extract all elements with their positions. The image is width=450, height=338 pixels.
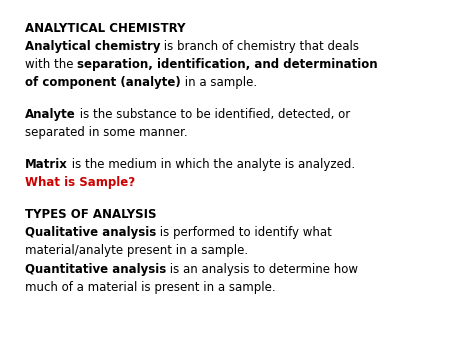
Text: is performed to identify what: is performed to identify what [156,226,332,239]
Text: is the medium in which the analyte is analyzed.: is the medium in which the analyte is an… [68,158,355,171]
Text: TYPES OF ANALYSIS: TYPES OF ANALYSIS [25,208,157,221]
Text: Qualitative analysis: Qualitative analysis [25,226,156,239]
Text: is the substance to be identified, detected, or: is the substance to be identified, detec… [76,108,350,121]
Text: separation, identification, and determination: separation, identification, and determin… [77,58,378,71]
Text: Analytical chemistry: Analytical chemistry [25,40,161,53]
Text: separated in some manner.: separated in some manner. [25,126,188,139]
Text: material/analyte present in a sample.: material/analyte present in a sample. [25,244,248,258]
Text: of component (analyte): of component (analyte) [25,76,181,89]
Text: Quantitative analysis: Quantitative analysis [25,263,166,275]
Text: is an analysis to determine how: is an analysis to determine how [166,263,358,275]
Text: with the: with the [25,58,77,71]
Text: Matrix: Matrix [25,158,68,171]
Text: in a sample.: in a sample. [181,76,257,89]
Text: ANALYTICAL CHEMISTRY: ANALYTICAL CHEMISTRY [25,22,185,35]
Text: What is Sample?: What is Sample? [25,176,135,189]
Text: much of a material is present in a sample.: much of a material is present in a sampl… [25,281,275,294]
Text: is branch of chemistry that deals: is branch of chemistry that deals [161,40,360,53]
Text: Analyte: Analyte [25,108,76,121]
